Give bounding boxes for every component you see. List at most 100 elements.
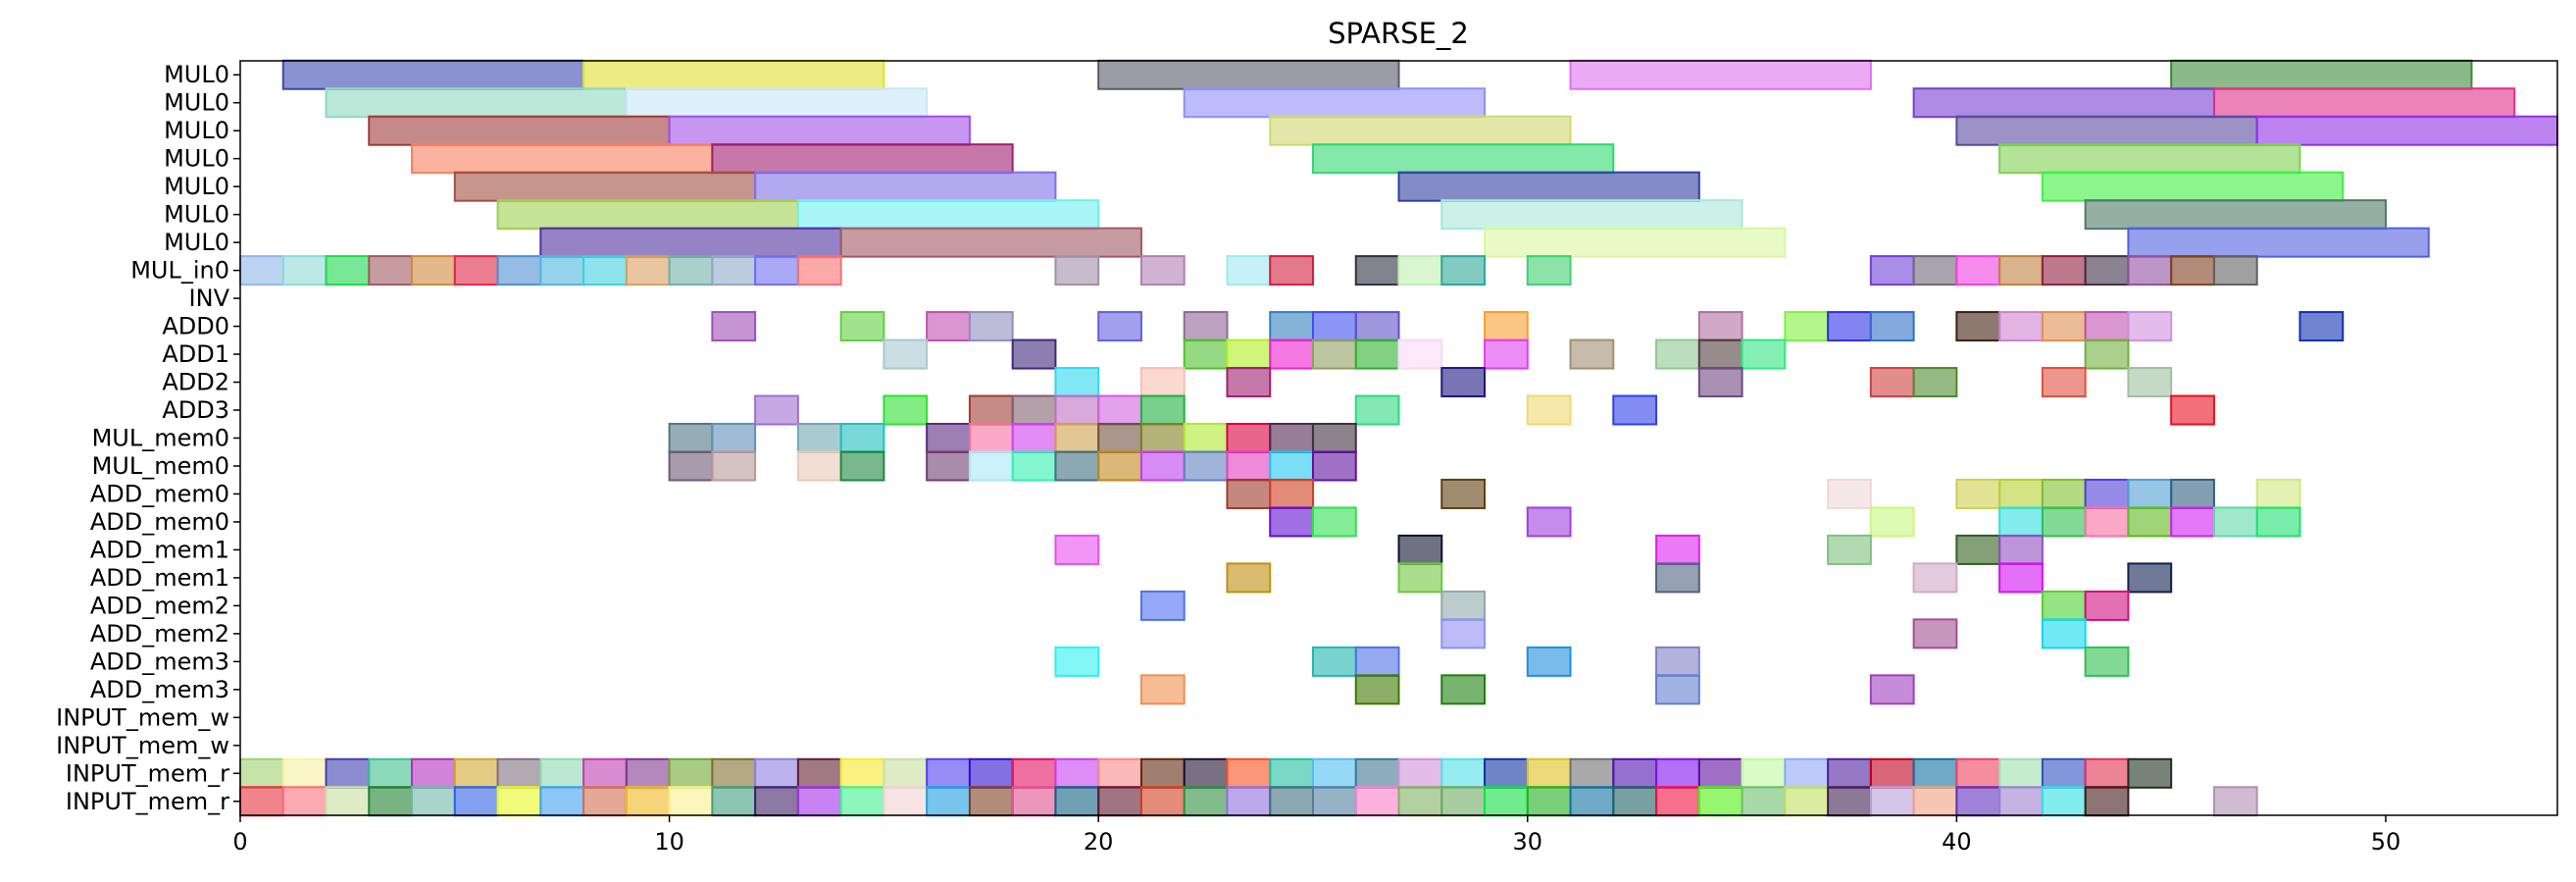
task-bar <box>1269 338 1314 370</box>
task-bar <box>1697 757 1743 789</box>
y-tick-label: ADD1 <box>162 340 229 368</box>
task-bar <box>453 786 499 817</box>
task-bar <box>1612 786 1658 817</box>
task-bar <box>1827 786 1872 817</box>
task-bar <box>1397 562 1443 594</box>
x-tick-label: 20 <box>1084 828 1114 856</box>
task-bar <box>1097 59 1400 90</box>
y-tick-label: MUL_in0 <box>130 257 229 285</box>
task-bar <box>2212 506 2258 538</box>
task-bar <box>2084 590 2130 621</box>
task-bar <box>2041 171 2345 202</box>
task-bar <box>2041 506 2087 538</box>
task-bar <box>1569 757 1615 789</box>
task-bar <box>2170 506 2215 538</box>
task-bar <box>1998 143 2301 175</box>
task-bar <box>1311 786 1357 817</box>
y-tick-label: MUL0 <box>164 89 229 117</box>
task-bar <box>1354 757 1400 789</box>
task-bar <box>883 786 929 817</box>
task-bar <box>1998 534 2044 565</box>
task-bar <box>1054 450 1100 482</box>
task-bar <box>1397 338 1443 370</box>
task-bar <box>1311 450 1357 482</box>
task-bar <box>796 450 842 482</box>
task-bar <box>1226 562 1272 594</box>
task-bar <box>1054 646 1100 677</box>
x-tick-label: 30 <box>1513 828 1543 856</box>
task-bar <box>1183 786 1229 817</box>
task-bar <box>1655 674 1700 705</box>
task-bar <box>1955 786 2001 817</box>
task-bar <box>711 143 1014 175</box>
task-bar <box>1955 534 2001 565</box>
task-bar <box>368 786 414 817</box>
task-bar <box>1226 338 1272 370</box>
task-bar <box>1011 757 1057 789</box>
task-bar <box>796 199 1100 231</box>
task-bar <box>1397 255 1443 286</box>
y-axis-labels: MUL0MUL0MUL0MUL0MUL0MUL0MUL0MUL_in0INVAD… <box>56 61 240 815</box>
y-tick-label: MUL0 <box>164 145 229 173</box>
task-bar <box>2041 255 2087 286</box>
task-bar <box>926 450 971 482</box>
task-bar <box>1139 423 1186 453</box>
task-bar <box>1311 311 1357 342</box>
x-axis: 0 10 20 30 40 50 <box>232 815 2400 856</box>
task-bar <box>2041 590 2087 621</box>
task-bar <box>1054 534 1100 565</box>
task-bar <box>368 255 414 286</box>
task-bar <box>1311 143 1615 175</box>
task-bar <box>2255 506 2301 538</box>
task-bar <box>2084 478 2130 509</box>
task-bar <box>1484 757 1529 789</box>
y-tick-label: INV <box>189 285 230 312</box>
y-tick-label: MUL_mem0 <box>92 452 229 480</box>
task-bar <box>1139 786 1186 817</box>
task-bar <box>1011 450 1057 482</box>
task-bar <box>582 786 628 817</box>
y-tick-label: ADD0 <box>162 313 229 340</box>
task-bar <box>1827 534 1872 565</box>
task-bar <box>1741 338 1787 370</box>
task-bar <box>1655 338 1700 370</box>
task-bar <box>2255 115 2559 146</box>
task-bar <box>1741 757 1787 789</box>
task-bar <box>1955 115 2258 146</box>
task-bar <box>1097 450 1142 482</box>
task-bar <box>1354 786 1400 817</box>
task-bar <box>1998 311 2044 342</box>
task-bar <box>754 171 1057 202</box>
task-bar <box>1526 757 1572 789</box>
task-bar <box>496 757 542 789</box>
task-bar <box>239 757 284 789</box>
task-bar <box>2084 199 2387 231</box>
task-bar <box>2041 478 2087 509</box>
task-bar <box>1269 478 1314 509</box>
task-bar <box>711 786 757 817</box>
task-bar <box>368 757 414 789</box>
y-tick-label: INPUT_mem_w <box>56 703 229 731</box>
task-bar <box>1226 367 1272 398</box>
task-bar <box>1269 311 1314 342</box>
task-bar <box>1054 255 1100 286</box>
task-bar <box>1998 255 2044 286</box>
task-bar <box>1526 255 1572 286</box>
task-bar <box>2084 506 2130 538</box>
task-bar <box>1226 786 1272 817</box>
task-bar <box>1139 450 1186 482</box>
task-bar <box>1827 478 1872 509</box>
task-bar <box>453 757 499 789</box>
task-bar <box>1354 674 1400 705</box>
task-bar <box>1311 506 1357 538</box>
task-bar <box>968 311 1014 342</box>
task-bar <box>2212 87 2516 119</box>
task-bar <box>968 394 1014 426</box>
task-bar <box>582 757 628 789</box>
y-tick-label: ADD2 <box>162 369 229 396</box>
task-bar <box>582 255 628 286</box>
task-bar <box>1526 394 1572 426</box>
task-bar <box>453 255 499 286</box>
task-bar <box>1097 394 1142 426</box>
task-bar <box>325 786 371 817</box>
